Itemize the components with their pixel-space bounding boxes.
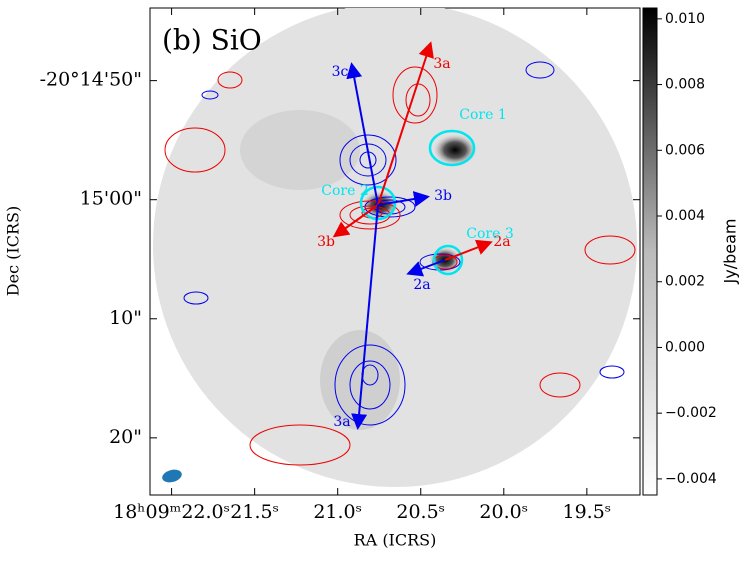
colorbar-tick-label: −0.002 [665, 405, 717, 421]
map-feature [240, 110, 360, 190]
x-tick-label: 20.0ˢ [479, 501, 528, 523]
y-axis-label: Dec (ICRS) [4, 206, 23, 296]
panel-title: (b) SiO [162, 24, 262, 57]
annotation: 2a [493, 234, 510, 250]
colorbar-tick-label: −0.004 [665, 471, 717, 487]
colorbar [642, 7, 658, 496]
x-tick-label: 20.5ˢ [396, 501, 445, 523]
x-tick-label: 19.5ˢ [562, 501, 611, 523]
colorbar-tick-label: 0.008 [665, 77, 705, 93]
annotation: 3b [434, 188, 452, 204]
colorbar-tick-label: 0.004 [665, 208, 705, 224]
x-tick-label: 21.5ˢ [230, 501, 279, 523]
annotation: Core 2 [321, 183, 368, 199]
map-feature [433, 134, 477, 166]
map-disk [153, 8, 637, 487]
y-tick-label: 20" [109, 426, 142, 448]
colorbar-tick-label: 0.002 [665, 274, 705, 290]
y-tick-label: -20°14'50" [40, 69, 142, 91]
colorbar-tick-label: 0.010 [665, 11, 705, 27]
x-tick-label: 18ʰ09ᵐ22.0ˢ [113, 501, 230, 523]
x-tick-label: 21.0ˢ [313, 501, 362, 523]
annotation: 3a [433, 56, 450, 72]
y-tick-label: 10" [109, 307, 142, 329]
colorbar-tick-label: 0.000 [665, 339, 705, 355]
annotation: 3a [333, 414, 350, 430]
annotation: 2a [413, 277, 430, 293]
annotation: 3b [317, 234, 335, 250]
map-feature [320, 330, 400, 430]
y-tick-label: 15'00" [80, 188, 142, 210]
colorbar-tick-label: 0.006 [665, 142, 705, 158]
image [153, 8, 637, 487]
outflow-arrows [332, 41, 493, 430]
annotation: Core 1 [459, 107, 506, 123]
beam [162, 469, 182, 483]
x-axis-label: RA (ICRS) [354, 531, 437, 550]
annotation: 3c [332, 64, 349, 80]
colorbar-label: Jy/beam [721, 219, 740, 285]
annotation: Core 3 [466, 226, 513, 242]
